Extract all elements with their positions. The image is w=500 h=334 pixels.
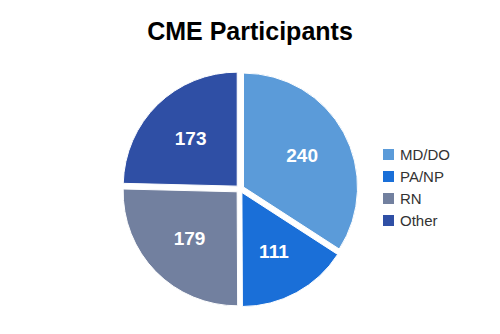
legend-label: MD/DO <box>400 146 450 163</box>
data-label: 111 <box>259 241 289 262</box>
pie-slice <box>123 189 238 306</box>
legend-swatch <box>383 149 394 160</box>
legend-item: RN <box>383 190 422 207</box>
legend-item: PA/NP <box>383 168 444 185</box>
legend-swatch <box>383 215 394 226</box>
data-label: 179 <box>174 228 206 249</box>
data-label: 240 <box>286 145 318 166</box>
legend: MD/DO PA/NP RN Other <box>383 146 450 229</box>
legend-swatch <box>383 171 394 182</box>
legend-label: PA/NP <box>400 168 444 185</box>
pie-slice <box>123 72 237 186</box>
legend-label: RN <box>400 190 422 207</box>
legend-item: Other <box>383 212 438 229</box>
pie <box>123 72 357 306</box>
legend-item: MD/DO <box>383 146 450 163</box>
legend-swatch <box>383 193 394 204</box>
data-label: 173 <box>175 128 207 149</box>
pie-slice <box>242 193 338 307</box>
chart: CME Participants 240 111 179 173 MD/DO PA/NP RN… <box>0 0 500 334</box>
legend-label: Other <box>400 212 438 229</box>
title: CME Participants <box>147 17 353 45</box>
data-labels: 240 111 179 173 <box>174 128 318 262</box>
